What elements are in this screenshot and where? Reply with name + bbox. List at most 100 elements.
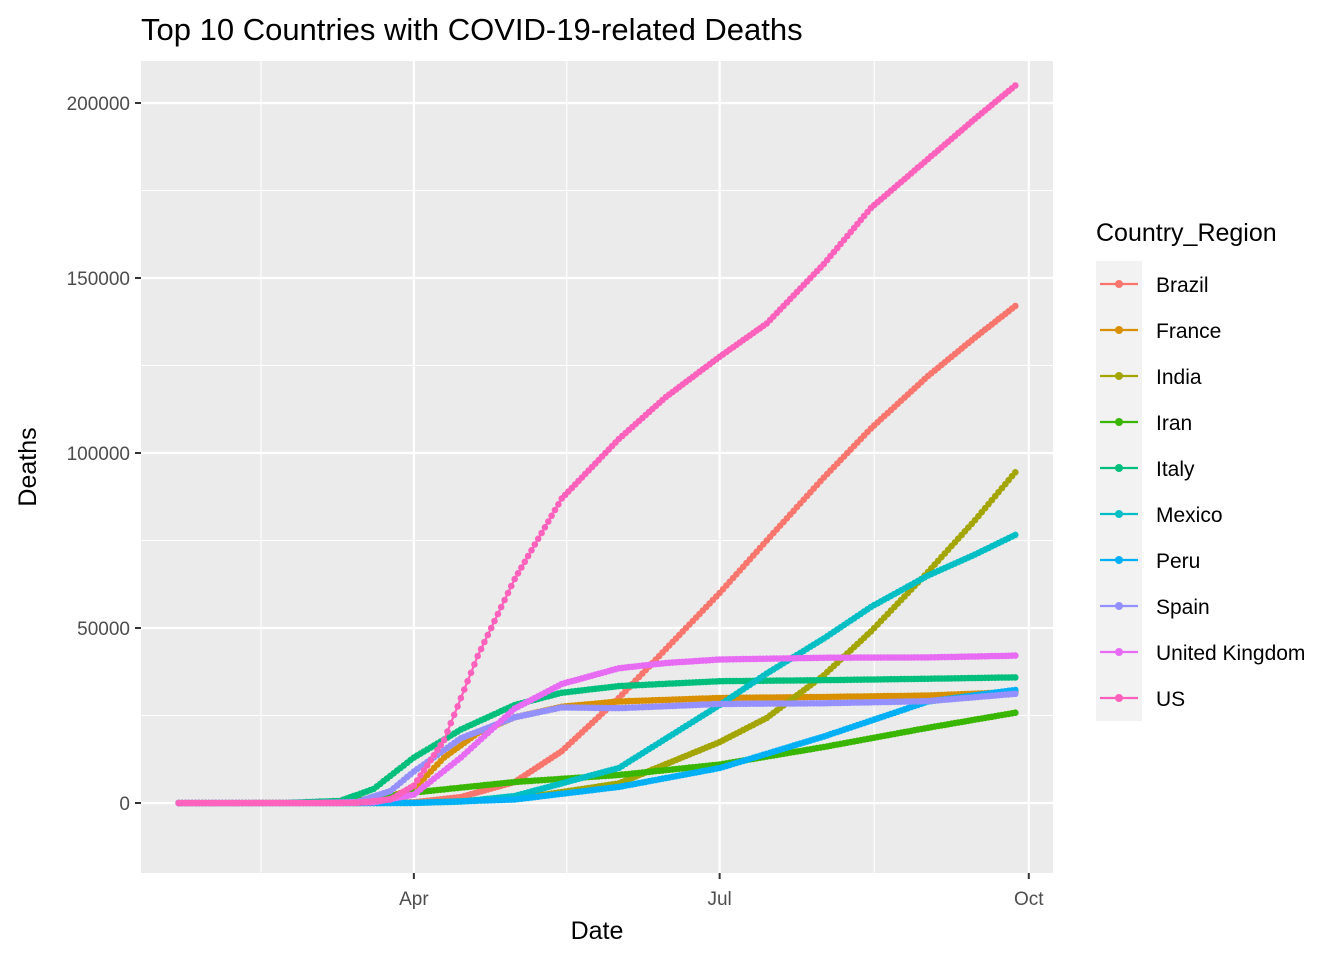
x-tick-label: Oct [1014,889,1044,910]
legend-label: US [1156,688,1185,711]
legend-key-background [1096,261,1142,721]
data-point-us [487,624,495,632]
legend-label: India [1156,366,1202,389]
data-point-us [444,728,451,735]
legend-label: Iran [1156,412,1192,435]
data-point-us [450,711,458,719]
legend-label: United Kingdom [1156,642,1305,665]
data-point-iran [1012,709,1019,716]
legend-label: Mexico [1156,504,1223,527]
legend-label: France [1156,320,1221,343]
data-point-us [497,603,505,611]
legend-key-point [1115,556,1123,564]
data-point-us [528,547,535,554]
data-point-spain [1012,690,1019,698]
data-point-us [420,767,428,774]
data-point-us [531,541,539,548]
data-point-mexico [1012,531,1019,539]
y-axis-title: Deaths [14,427,42,506]
data-point-us [484,631,492,639]
data-point-brazil [1012,302,1019,310]
data-point-india [1012,469,1019,476]
legend-item-iran: Iran [1100,412,1192,435]
y-tick-label: 50000 [77,619,130,640]
data-point-us [477,645,485,653]
data-point-us [474,652,482,660]
data-point-us [541,524,549,531]
data-point-us [548,512,555,520]
data-point-us [440,736,448,744]
legend-item-india: India [1100,366,1202,389]
data-point-us [524,552,532,560]
legend-label: Peru [1156,550,1200,573]
data-point-us [511,575,518,583]
chart-title: Top 10 Countries with COVID-19-related D… [141,12,803,47]
data-point-us [545,518,552,525]
data-point-us [491,617,498,625]
data-point-us [410,782,418,789]
data-point-us [447,719,455,727]
x-axis-title: Date [571,917,624,945]
legend-item-mexico: Mexico [1100,504,1223,527]
legend-key-point [1115,372,1123,380]
x-tick-label: Apr [399,889,429,910]
data-point-us [461,686,468,693]
legend-key-point [1115,602,1123,610]
data-point-us [424,762,431,769]
legend-key-point [1115,280,1123,288]
data-point-us [555,501,562,508]
legend-label: Spain [1156,596,1210,619]
data-point-us [437,741,445,749]
data-point-us [518,564,525,571]
data-point-us [413,777,421,784]
data-point-us [534,535,542,543]
data-point-us [430,751,438,759]
data-point-us [481,638,488,646]
legend-key-point [1115,326,1123,334]
y-tick-label: 100000 [67,444,130,465]
data-point-us [471,661,478,668]
legend-item-brazil: Brazil [1100,274,1209,297]
y-tick-label: 200000 [67,94,130,115]
legend-item-spain: Spain [1100,596,1210,619]
series-us [175,82,1019,807]
data-point-us [514,570,522,577]
legend-key-point [1115,418,1123,426]
legend-key-point [1115,464,1123,472]
legend-key-point [1115,510,1123,518]
data-point-us [457,694,465,702]
legend-label: Brazil [1156,274,1209,297]
data-point-us [434,746,441,754]
legend-label: Italy [1156,458,1195,481]
legend-key-point [1115,694,1123,702]
data-point-us [464,677,471,685]
data-point-us [1012,82,1019,89]
legend-item-us: US [1100,688,1185,711]
x-axis: Apr Jul Oct [399,873,1044,910]
data-point-us [454,703,461,710]
legend-item-peru: Peru [1100,550,1200,573]
data-point-us [467,669,475,677]
legend-title: Country_Region [1096,219,1277,247]
x-tick-label: Jul [707,889,731,910]
data-point-united-kingdom [1012,652,1019,659]
data-point-us [551,506,559,514]
y-tick-label: 150000 [67,269,130,290]
data-point-us [494,610,502,618]
plot-panel [141,61,1053,873]
data-point-us [417,772,424,779]
legend: Country_Region Brazil France India Iran Ital… [1096,219,1305,721]
data-point-italy [1012,674,1019,681]
data-point-us [504,589,512,597]
data-point-us [501,596,508,604]
series-layer [175,82,1019,807]
legend-key-point [1115,648,1123,656]
legend-item-united-kingdom: United Kingdom [1100,642,1305,665]
legend-item-france: France [1100,320,1221,343]
y-axis: 0 50000 100000 150000 200000 [67,94,141,815]
data-point-us [508,582,515,590]
legend-item-italy: Italy [1100,458,1195,481]
data-point-us [521,558,529,566]
y-tick-label: 0 [119,794,130,815]
